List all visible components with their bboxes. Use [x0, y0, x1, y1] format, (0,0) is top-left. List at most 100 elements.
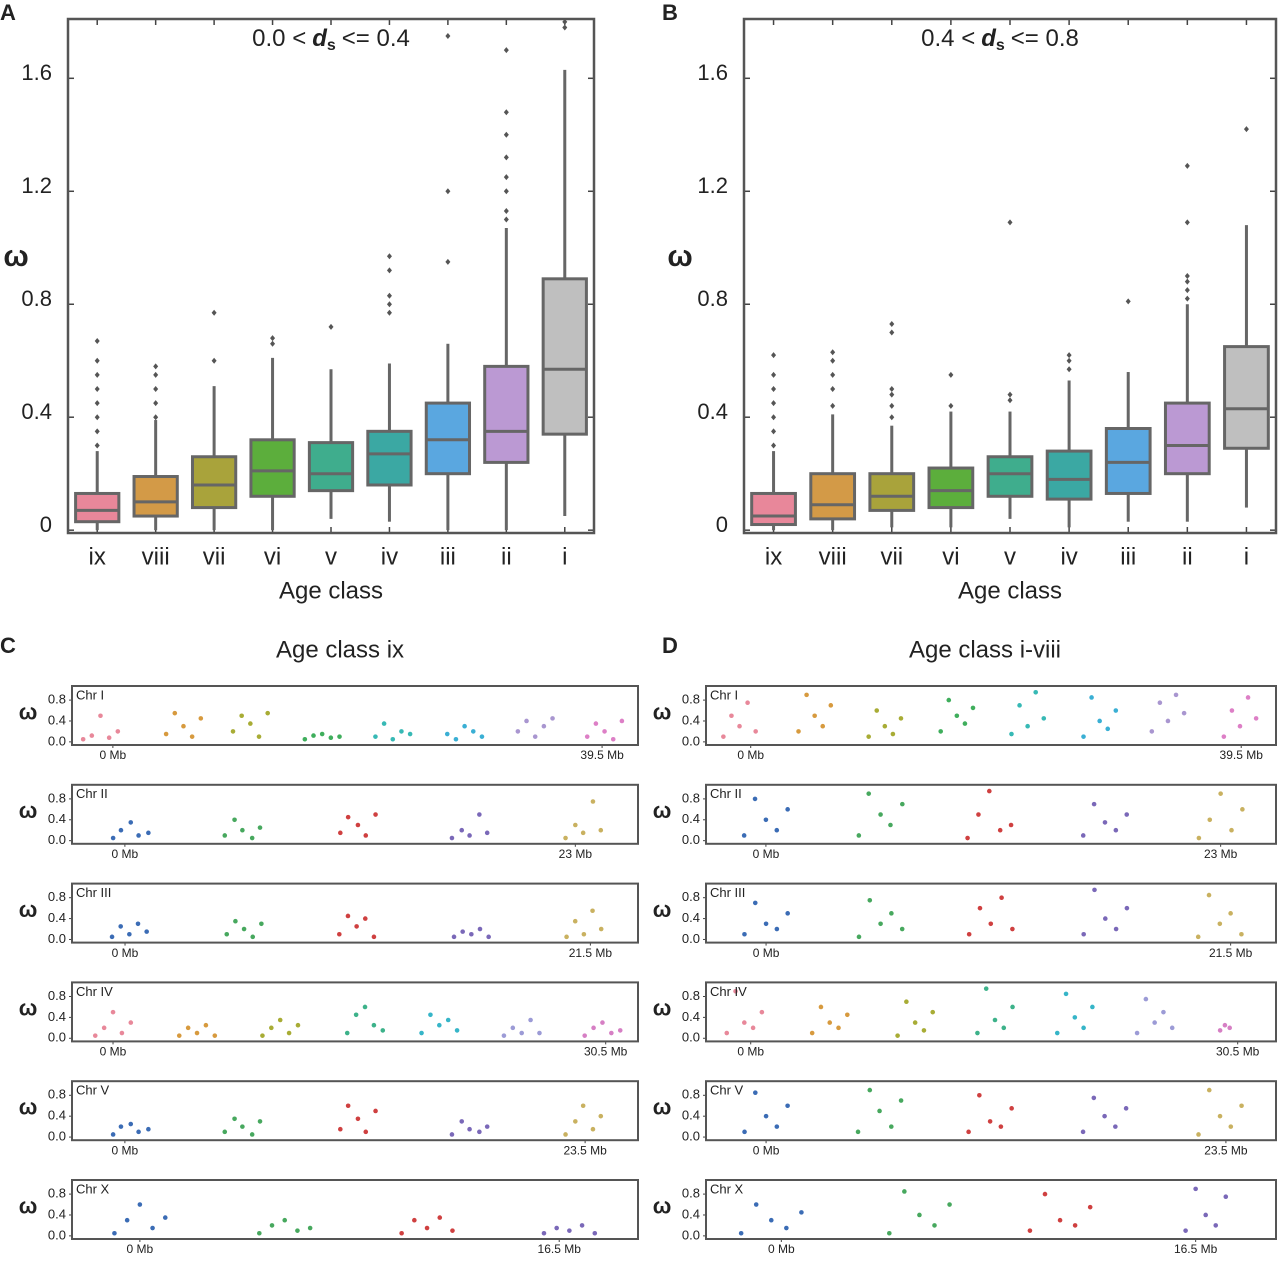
point [118, 924, 123, 929]
point [977, 1092, 982, 1098]
chromosome-label: Chr IV [76, 984, 113, 999]
x-tick-label: 0 Mb [768, 1242, 795, 1256]
point [307, 1225, 313, 1231]
x-tick-label: 39.5 Mb [1220, 748, 1264, 762]
point [741, 833, 747, 838]
chart-title: Age class ix [276, 636, 404, 663]
point [827, 1020, 833, 1025]
point [144, 929, 149, 934]
y-axis-label: ω [19, 996, 38, 1021]
y-tick-label: 0.0 [48, 1227, 66, 1242]
point [302, 736, 308, 742]
point [598, 827, 604, 833]
outlier [948, 371, 954, 378]
point [1161, 1009, 1166, 1015]
point [729, 713, 734, 719]
outlier [94, 371, 100, 378]
point [277, 1017, 283, 1023]
point [222, 1129, 228, 1135]
outlier [94, 337, 100, 344]
y-tick-label: 1.2 [21, 173, 52, 198]
point [745, 700, 750, 706]
x-tick-label: iv [1060, 543, 1077, 570]
point [866, 734, 871, 739]
point [344, 1030, 350, 1036]
point [818, 1004, 824, 1010]
point [1102, 820, 1108, 825]
outlier [1184, 219, 1190, 226]
point [110, 1132, 116, 1137]
point [785, 1103, 790, 1109]
point [1245, 695, 1251, 700]
point [796, 729, 801, 734]
y-tick-label: 0.4 [48, 910, 66, 925]
chromosome-label: Chr X [76, 1181, 110, 1196]
point [109, 934, 115, 940]
x-tick-label: iii [440, 543, 456, 570]
y-tick-label: 0.0 [682, 1227, 700, 1242]
point [460, 929, 465, 934]
point [203, 1022, 209, 1028]
point [163, 731, 169, 737]
y-axis-label: ω [19, 1095, 38, 1120]
y-tick-label: 0.8 [48, 988, 66, 1003]
point [150, 1225, 155, 1231]
point [110, 835, 116, 841]
outlier [386, 267, 392, 274]
y-tick-label: 0.4 [48, 1009, 66, 1024]
point [106, 735, 112, 740]
y-tick-label: 0.0 [682, 931, 700, 946]
point [224, 931, 230, 937]
chromosome-label: Chr X [710, 1181, 744, 1196]
point [355, 1116, 361, 1122]
point [1183, 1228, 1188, 1233]
outlier [1007, 397, 1013, 404]
point [572, 918, 578, 924]
point [1123, 1106, 1129, 1111]
plot-frame [705, 882, 1277, 944]
outlier [94, 414, 100, 421]
point [584, 734, 590, 739]
point [537, 1030, 542, 1036]
y-axis-label: ω [19, 798, 38, 823]
y-axis-label: ω [667, 240, 692, 273]
point [477, 1129, 482, 1135]
point [373, 812, 378, 817]
point [541, 723, 547, 729]
y-axis-label: ω [653, 1193, 672, 1218]
point [809, 1030, 815, 1036]
box [74, 491, 121, 524]
point [194, 1030, 200, 1036]
y-tick-label: 0.8 [682, 889, 700, 904]
point [598, 926, 604, 932]
point [462, 723, 467, 729]
point [1221, 734, 1227, 739]
point [257, 1119, 263, 1124]
point [479, 734, 485, 739]
outlier [386, 253, 392, 260]
x-axis-label: Age class [958, 577, 1062, 604]
point [1081, 734, 1086, 739]
point [999, 895, 1004, 900]
point [453, 736, 459, 742]
point [610, 736, 616, 742]
point [419, 1030, 424, 1036]
y-tick-label: 0.8 [682, 988, 700, 1003]
chromosome-label: Chr V [76, 1083, 110, 1098]
point [449, 1132, 455, 1137]
point [269, 1025, 274, 1031]
outlier [270, 335, 276, 342]
point [1081, 1025, 1086, 1031]
point [407, 731, 413, 737]
point [1193, 1186, 1198, 1192]
chart-title: 0.4 < ds <= 0.8 [921, 25, 1079, 54]
point [567, 1228, 572, 1233]
point [889, 911, 894, 916]
y-tick-label: 0.8 [48, 1186, 66, 1201]
point [127, 931, 132, 937]
point [230, 729, 236, 734]
outlier [1066, 352, 1072, 359]
chromosome-label: Chr III [710, 885, 745, 900]
